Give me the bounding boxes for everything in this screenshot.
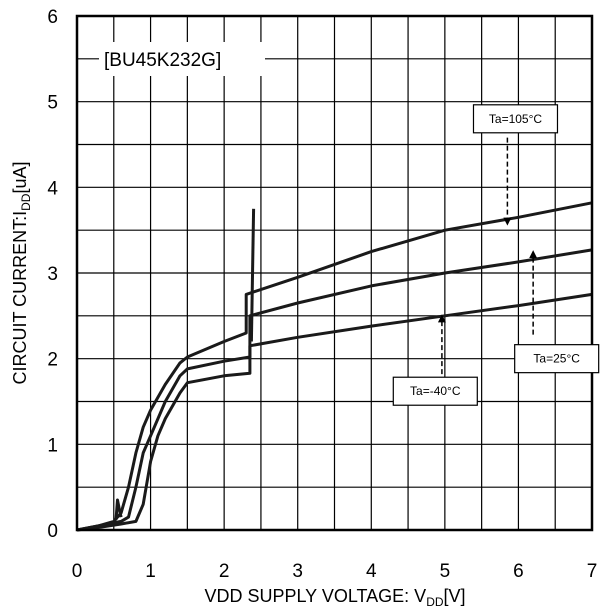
y-tick-label: 6 [47,7,58,28]
annotation: Ta=105°C [472,104,559,226]
series-spike [114,498,123,520]
x-tick-label: 3 [292,561,303,582]
x-tick-label: 5 [440,561,451,582]
x-tick-label: 6 [513,561,524,582]
annotation-box [514,344,600,374]
y-tick-label: 2 [47,350,58,371]
x-tick-label: 2 [219,561,230,582]
y-tick-label: 5 [47,93,58,114]
annotation-label: Ta=105°C [489,112,543,126]
x-tick-label: 1 [145,561,156,582]
annotations-group: Ta=105°C Ta=25°C Ta=-40°C [392,104,600,406]
annotation-label: Ta=25°C [533,352,580,366]
y-axis-label: CIRCUIT CURRENT:IDD[uA] [10,161,33,384]
x-tick-label: 7 [587,561,598,582]
series-line [76,248,593,532]
x-tick-label: 0 [72,561,83,582]
annotation-label: Ta=-40°C [410,384,461,398]
x-tick-labels: 0 1 2 3 4 5 6 7 [72,561,598,582]
part-label: [BU45K232G] [104,50,221,71]
part-label-bg [99,42,265,76]
series-line [76,292,593,532]
y-axis-label-main: CIRCUIT CURRENT:I [10,211,30,385]
y-tick-label: 3 [47,264,58,285]
x-axis-label-main: VDD SUPPLY VOLTAGE: V [204,586,426,606]
x-axis-label: VDD SUPPLY VOLTAGE: VDD[V] [204,586,465,609]
plot-frame [75,14,594,532]
series-spike [249,208,256,342]
y-tick-labels: 0 1 2 3 4 5 6 [47,7,58,542]
y-tick-label: 0 [47,521,58,542]
y-axis-label-unit: [uA] [10,161,30,193]
y-axis-label-sub: DD [19,193,33,211]
annotation-box [392,376,478,406]
y-tick-label: 4 [47,178,58,199]
annotation: Ta=-40°C [392,314,478,406]
x-axis-label-unit: [V] [444,586,466,606]
x-tick-label: 4 [366,561,377,582]
spikes-group [114,208,256,520]
y-tick-label: 1 [47,435,58,456]
annotation-box [472,104,559,134]
annotation: Ta=25°C [514,250,600,374]
x-axis-label-sub: DD [426,595,444,609]
